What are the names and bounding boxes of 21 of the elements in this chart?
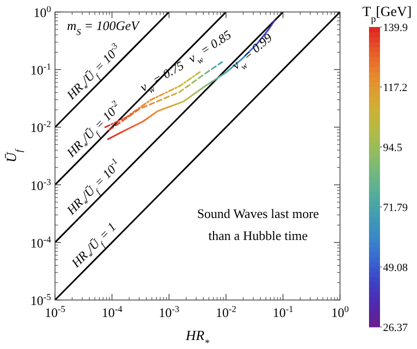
color-bar-label: 49.08	[383, 262, 408, 274]
color-bar-label: 94.5	[383, 142, 403, 154]
x-tick-label: 10$^{-2}$	[216, 304, 237, 320]
y-tick-label: 10$^{-1}$	[30, 62, 51, 78]
x-tick-label: 10$^{-1}$	[272, 304, 294, 320]
x-axis-title: HR$_{*}$	[184, 329, 210, 348]
color-bar-title: T$_{p}$[GeV]	[362, 5, 412, 24]
annotation: Sound Waves last more than a Hubble time	[197, 206, 320, 243]
color-bar-label: 117.2	[383, 82, 408, 94]
color-bar-label: 71.79	[383, 202, 408, 214]
color-bar-label: 26.37	[383, 322, 408, 334]
y-tick-label: 10$^{-2}$	[30, 119, 52, 136]
y-tick-label: 10$^{-4}$	[30, 234, 52, 250]
x-tick-label: 10$^{-3}$	[158, 304, 180, 320]
text: v$_{w}$ = 0.85	[186, 28, 234, 66]
annotation: m$_{S}$ = 100GeV	[67, 18, 141, 37]
y-tick-label: 10$^{0}$	[33, 4, 52, 20]
x-tick-label: 10$^{0}$	[331, 304, 350, 320]
y-tick-label: 10$^{-3}$	[30, 176, 52, 193]
x-tick-label: 10$^{-4}$	[102, 304, 123, 320]
color-bar-label: 139.9	[383, 22, 408, 34]
